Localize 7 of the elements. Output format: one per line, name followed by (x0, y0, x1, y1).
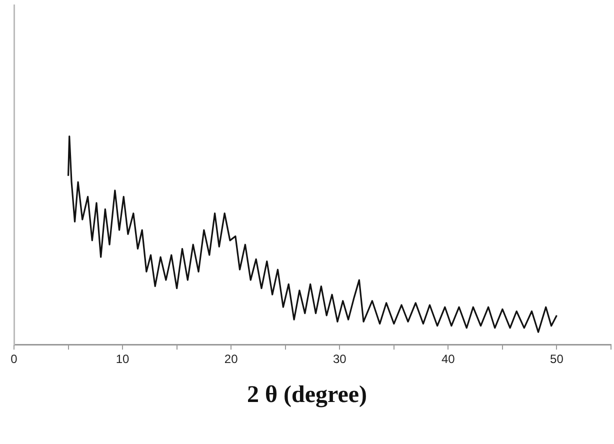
x-tick-label: 0 (10, 352, 18, 366)
x-tick-label: 40 (442, 352, 456, 366)
x-tick-label: 30 (332, 352, 347, 366)
x-tick-label: 50 (550, 352, 564, 366)
x-axis-title: 2 θ (degree) (246, 382, 368, 409)
x-tick-label: 10 (116, 352, 130, 366)
x-tick-label: 20 (224, 352, 238, 366)
